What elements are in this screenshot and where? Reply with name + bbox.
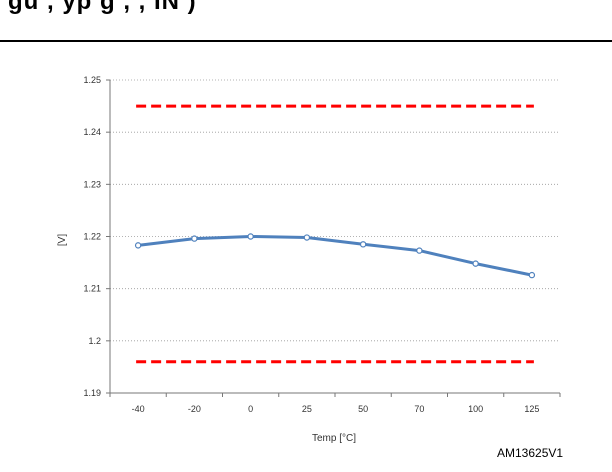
y-tick-label: 1.22	[83, 232, 101, 242]
data-point	[416, 247, 423, 254]
data-markers	[134, 233, 536, 279]
grid-lines	[110, 79, 560, 342]
y-tick-label: 1.2	[88, 336, 101, 346]
series-lines	[136, 104, 534, 364]
header-rule	[0, 40, 612, 42]
x-tick-label: 50	[358, 404, 368, 414]
y-tick-label: 1.21	[83, 284, 101, 294]
page-header-fragment: gu , yp g , , IN )	[0, 0, 612, 40]
y-tick-label: 1.24	[83, 127, 101, 137]
series-line	[137, 235, 533, 277]
x-tick-label: -40	[132, 404, 145, 414]
y-tick-label: 1.25	[83, 75, 101, 85]
data-point	[191, 235, 198, 242]
y-tick-label: 1.19	[83, 388, 101, 398]
x-tick-label: 25	[302, 404, 312, 414]
tick-labels: 1.19 1.2 1.21 1.22 1.23 1.24 1.25 -40 -20 0 25 50 70…	[83, 75, 539, 414]
x-tick-label: -20	[188, 404, 201, 414]
data-point	[528, 271, 536, 279]
data-point	[134, 242, 142, 249]
figure-id: AM13625V1	[497, 446, 564, 460]
x-axis-title: Temp [°C]	[312, 433, 356, 444]
data-point	[472, 260, 479, 267]
axes	[106, 79, 561, 397]
data-point	[359, 241, 367, 248]
x-tick-label: 0	[248, 404, 253, 414]
x-tick-label: 125	[524, 404, 539, 414]
data-point	[303, 234, 311, 241]
header-fragment-text: gu , yp g , , IN )	[8, 0, 197, 15]
y-axis-title: [V]	[57, 234, 68, 246]
x-tick-label: 70	[414, 404, 424, 414]
x-tick-label: 100	[468, 404, 483, 414]
data-point	[247, 233, 254, 240]
y-tick-label: 1.23	[83, 179, 101, 189]
